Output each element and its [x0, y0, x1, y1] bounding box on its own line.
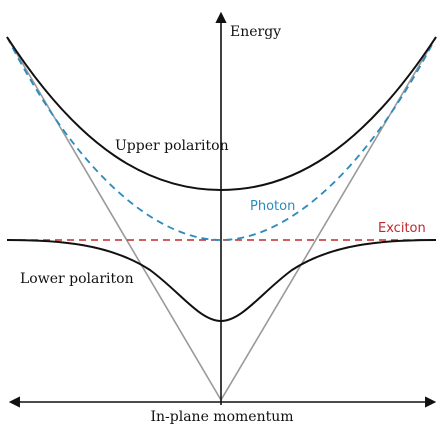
exciton-label: Exciton: [378, 221, 426, 236]
x-axis-label: In-plane momentum: [150, 409, 293, 425]
lower-polariton-label: Lower polariton: [20, 271, 134, 287]
y-axis-label: Energy: [230, 24, 281, 40]
upper-polariton-curve: [6, 36, 437, 192]
light-cone-right: [220, 36, 437, 401]
lower-polariton-curve: [6, 239, 437, 323]
light-cone-left: [6, 36, 222, 401]
photon-label: Photon: [250, 199, 295, 214]
upper-polariton-label: Upper polariton: [115, 138, 229, 154]
photon-curve: [6, 36, 437, 241]
